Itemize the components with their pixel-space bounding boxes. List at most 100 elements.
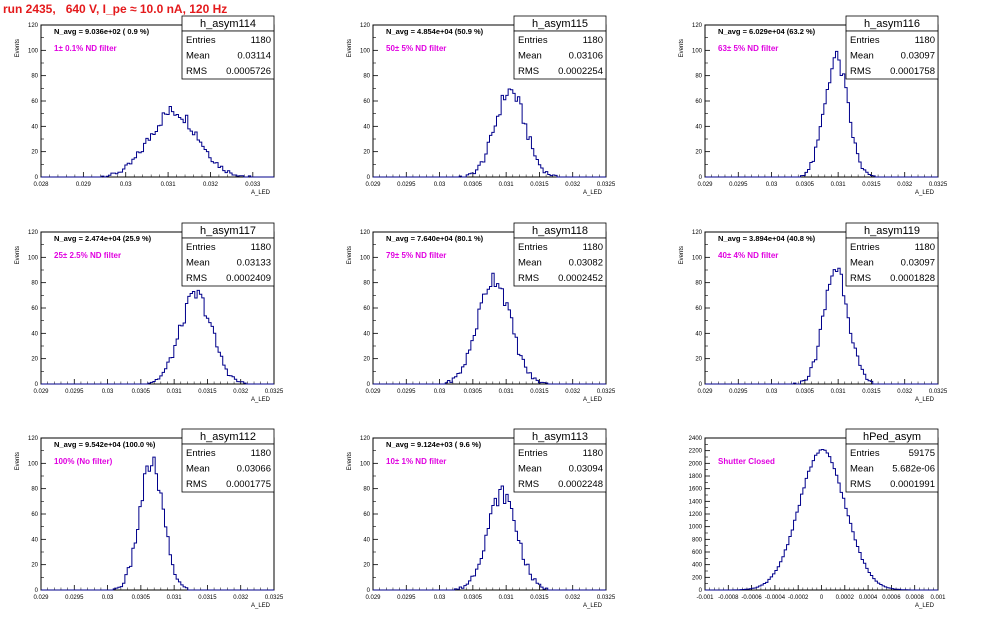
- x-tick-label: 0.032: [203, 182, 219, 188]
- x-tick-label: 0.0004: [859, 595, 878, 601]
- x-tick-label: 0.03: [434, 595, 446, 601]
- stats-key-mean: Mean: [850, 51, 874, 62]
- x-tick-label: 0.032: [565, 595, 581, 601]
- stats-key-rms: RMS: [186, 479, 207, 490]
- stats-box: [181, 443, 275, 493]
- y-axis-label: Events: [679, 39, 685, 57]
- stats-value-rms: 0.0001991: [890, 479, 935, 490]
- y-tick-label: 60: [363, 512, 370, 518]
- y-tick-label: 40: [363, 537, 370, 543]
- y-tick-label: 1400: [689, 499, 703, 505]
- navg-label: N_avg = 7.640e+04 (80.1 %): [386, 234, 484, 243]
- x-tick-label: 0.0325: [597, 389, 616, 395]
- x-tick-label: 0.0295: [729, 389, 748, 395]
- x-tick-label: 0.0325: [929, 389, 948, 395]
- y-tick-label: 1800: [689, 474, 703, 480]
- stats-value-rms: 0.0002254: [558, 66, 603, 77]
- x-tick-label: 0.029: [76, 182, 92, 188]
- x-tick-label: 0.032: [565, 182, 581, 188]
- x-tick-label: 0.0315: [530, 595, 549, 601]
- y-tick-label: 100: [28, 255, 39, 261]
- y-tick-label: 0: [35, 588, 39, 594]
- x-axis-label: A_LED: [915, 397, 935, 403]
- histogram-panel-h_asym114: 0 20 40 60 80 100 120 0.028 0.029 0.03 0.031 0.032 0…: [15, 15, 275, 196]
- x-tick-label: 0.031: [167, 389, 183, 395]
- y-tick-label: 60: [31, 306, 38, 312]
- stats-value-rms: 0.0002409: [226, 273, 271, 284]
- filter-label: 79± 5% ND filter: [386, 251, 446, 260]
- x-tick-label: 0.0325: [929, 182, 948, 188]
- y-tick-label: 20: [695, 150, 702, 156]
- stats-value-entries: 1180: [915, 242, 935, 253]
- y-tick-label: 2200: [689, 449, 703, 455]
- filter-label: 10± 1% ND filter: [386, 457, 446, 466]
- x-tick-label: 0.0325: [265, 389, 284, 395]
- stats-value-entries: 1180: [251, 448, 271, 459]
- filter-label: 25± 2.5% ND filter: [54, 251, 121, 260]
- x-tick-label: 0.032: [233, 389, 249, 395]
- x-tick-label: 0.031: [831, 389, 847, 395]
- y-axis-label: Events: [347, 246, 353, 264]
- histogram-panel-h_asym119: 0 20 40 60 80 100 120 0.029 0.0295 0.03 0.0305 0.03…: [679, 222, 948, 403]
- stats-value-rms: 0.0002248: [558, 479, 603, 490]
- y-tick-label: 120: [28, 23, 39, 29]
- histogram-series-h_asym114: [41, 105, 274, 178]
- x-axis-label: A_LED: [251, 190, 271, 196]
- x-tick-label: 0.032: [565, 389, 581, 395]
- y-tick-label: 0: [367, 588, 371, 594]
- y-tick-label: 120: [360, 23, 371, 29]
- x-tick-label: 0.03: [434, 182, 446, 188]
- stats-value-rms: 0.0002452: [558, 273, 603, 284]
- filter-label: 1± 0.1% ND filter: [54, 44, 117, 53]
- y-tick-label: 80: [363, 487, 370, 493]
- stats-value-rms: 0.0001758: [890, 66, 935, 77]
- y-tick-label: 120: [360, 436, 371, 442]
- navg-label: N_avg = 3.894e+04 (40.8 %): [718, 234, 816, 243]
- navg-label: N_avg = 9.036e+02 ( 0.9 %): [54, 27, 150, 36]
- stats-key-rms: RMS: [186, 273, 207, 284]
- x-tick-label: 0.0006: [882, 595, 901, 601]
- y-axis-label: Events: [347, 39, 353, 57]
- x-tick-label: 0.031: [499, 595, 515, 601]
- x-tick-label: 0.0295: [397, 182, 416, 188]
- x-tick-label: 0.0315: [530, 182, 549, 188]
- filter-label: Shutter Closed: [718, 457, 775, 466]
- y-tick-label: 0: [699, 382, 703, 388]
- y-tick-label: 20: [31, 357, 38, 363]
- stats-value-rms: 0.0001775: [226, 479, 271, 490]
- histogram-series-h_asym117: [41, 289, 274, 385]
- x-tick-label: 0.0305: [464, 389, 483, 395]
- x-tick-label: 0.031: [161, 182, 177, 188]
- stats-key-entries: Entries: [186, 35, 216, 46]
- stats-key-entries: Entries: [186, 242, 216, 253]
- x-tick-label: 0.03: [102, 595, 114, 601]
- y-tick-label: 100: [692, 255, 703, 261]
- navg-label: N_avg = 2.474e+04 (25.9 %): [54, 234, 152, 243]
- y-tick-label: 0: [699, 588, 703, 594]
- y-tick-label: 40: [31, 537, 38, 543]
- stats-box: [845, 443, 939, 493]
- x-tick-label: 0.001: [930, 595, 946, 601]
- x-tick-label: 0.03: [766, 182, 778, 188]
- stats-value-entries: 1180: [583, 448, 603, 459]
- x-axis-label: A_LED: [915, 603, 935, 609]
- x-tick-label: 0.0295: [729, 182, 748, 188]
- stats-box: [181, 30, 275, 80]
- stats-value-entries: 1180: [251, 242, 271, 253]
- stats-value-entries: 1180: [251, 35, 271, 46]
- page-title: run 2435, 640 V, I_pe ≈ 10.0 nA, 120 Hz: [3, 2, 228, 16]
- stats-value-entries: 59175: [909, 448, 935, 459]
- x-tick-label: 0: [820, 595, 824, 601]
- stats-title: h_asym117: [200, 225, 256, 237]
- stats-key-mean: Mean: [518, 464, 542, 475]
- x-tick-label: 0.0315: [198, 595, 217, 601]
- x-tick-label: 0.0295: [397, 389, 416, 395]
- y-tick-label: 1200: [689, 512, 703, 518]
- x-tick-label: 0.0305: [132, 595, 151, 601]
- y-tick-label: 2000: [689, 461, 703, 467]
- x-tick-label: 0.028: [33, 182, 49, 188]
- x-tick-label: 0.0325: [597, 595, 616, 601]
- x-axis-label: A_LED: [583, 397, 603, 403]
- y-tick-label: 80: [31, 74, 38, 80]
- stats-box: [513, 443, 607, 493]
